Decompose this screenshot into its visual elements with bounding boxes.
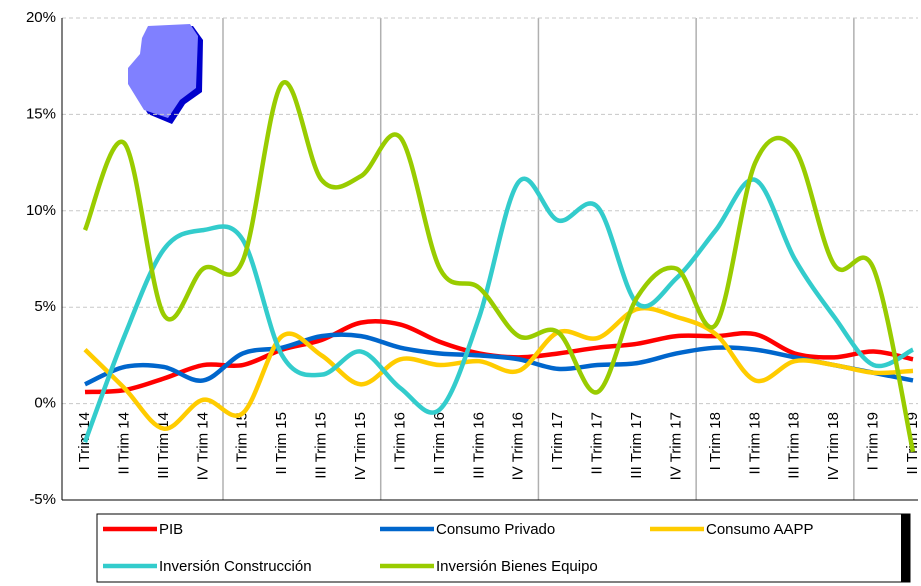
x-tick-label: IV Trim 14 <box>194 412 211 480</box>
y-tick-label: 0% <box>34 395 56 412</box>
x-tick-label: II Trim 14 <box>115 412 132 475</box>
legend-edge <box>901 514 910 582</box>
x-tick-label: IV Trim 15 <box>352 412 369 480</box>
x-tick-label: I Trim 17 <box>549 412 566 470</box>
x-tick-label: I Trim 18 <box>707 412 724 470</box>
y-tick-label: 15% <box>26 105 56 122</box>
x-tick-label: IV Trim 18 <box>825 412 842 480</box>
y-tick-label: 20% <box>26 9 56 26</box>
x-tick-label: I Trim 16 <box>391 412 408 470</box>
x-tick-label: III Trim 14 <box>155 412 172 479</box>
legend-label: Inversión Construcción <box>159 558 312 575</box>
x-tick-label: II Trim 18 <box>746 412 763 475</box>
legend-box <box>96 513 911 583</box>
x-tick-label: IV Trim 16 <box>510 412 527 480</box>
x-tick-label: III Trim 18 <box>786 412 803 479</box>
y-tick-label: 10% <box>26 202 56 219</box>
series-line <box>84 332 914 387</box>
x-tick-label: I Trim 19 <box>865 412 882 470</box>
region-map-icon <box>128 24 203 124</box>
series-line <box>82 176 915 443</box>
y-tick-label: -5% <box>29 491 56 508</box>
legend-label: Consumo Privado <box>436 521 555 538</box>
x-tick-label: III Trim 15 <box>313 412 330 479</box>
legend-label: Inversión Bienes Equipo <box>436 558 598 575</box>
series-line <box>83 306 914 431</box>
year-separators <box>222 18 855 500</box>
legend-label: PIB <box>159 521 183 538</box>
x-tick-label: I Trim 15 <box>234 412 251 470</box>
x-tick-label: II Trim 16 <box>431 412 448 475</box>
x-tick-label: II Trim 17 <box>589 412 606 475</box>
legend-label: Consumo AAPP <box>706 521 814 538</box>
x-tick-label: IV Trim 17 <box>667 412 684 480</box>
x-tick-label: III Trim 16 <box>470 412 487 479</box>
x-tick-label: III Trim 17 <box>628 412 645 479</box>
y-tick-label: 5% <box>34 298 56 315</box>
series-line <box>82 80 916 453</box>
x-tick-label: II Trim 15 <box>273 412 290 475</box>
